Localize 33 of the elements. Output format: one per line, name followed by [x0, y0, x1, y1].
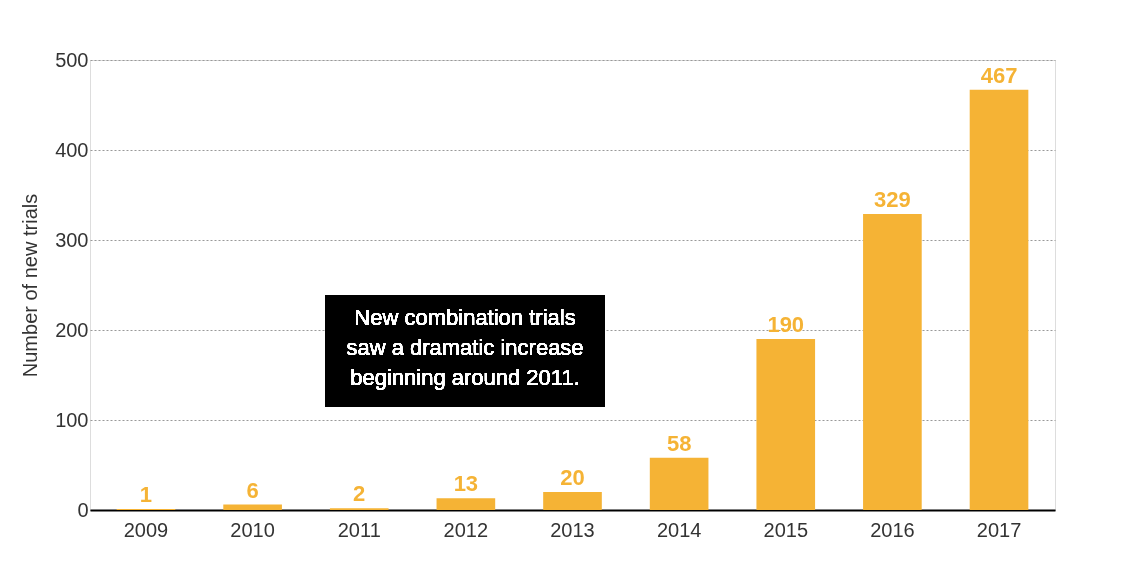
data-label: 58 [666, 430, 692, 456]
bar [756, 339, 816, 510]
data-label: 1 [139, 482, 153, 508]
data-label: 20 [560, 465, 585, 490]
annotation: New combination trials saw a dramatic increase beginning around 2011. [346, 305, 584, 390]
x-tick-label: 2010 [230, 518, 275, 541]
x-tick-label: 2014 [656, 518, 702, 541]
data-label: 329 [874, 186, 911, 212]
y-axis-title: Number of new trials [19, 193, 42, 378]
y-tick-label: 0 [77, 498, 89, 521]
y-tick-label: 200 [55, 318, 89, 341]
bar [223, 504, 282, 510]
y-tick-label: 400 [55, 138, 89, 161]
bar [436, 498, 496, 510]
bar [543, 492, 602, 510]
y-tick-label: 500 [55, 48, 89, 71]
x-tick-label: 2013 [550, 518, 595, 541]
bar [649, 457, 709, 510]
x-tick-label: 2011 [337, 518, 381, 541]
x-tick-label: 2017 [976, 518, 1022, 541]
x-tick-label: 2016 [870, 518, 915, 541]
data-label: 13 [453, 471, 479, 497]
data-label: 6 [246, 477, 259, 503]
y-tick-label: 100 [55, 408, 89, 431]
x-tick-label: 2012 [443, 518, 489, 541]
x-tick-label: 2015 [763, 518, 809, 541]
bar [969, 89, 1029, 510]
data-label: 190 [767, 312, 805, 337]
y-tick-label: 300 [55, 228, 89, 251]
bar [863, 213, 922, 510]
data-label: 2 [353, 481, 366, 507]
data-label: 467 [980, 62, 1018, 88]
x-tick-label: 2009 [123, 518, 169, 541]
